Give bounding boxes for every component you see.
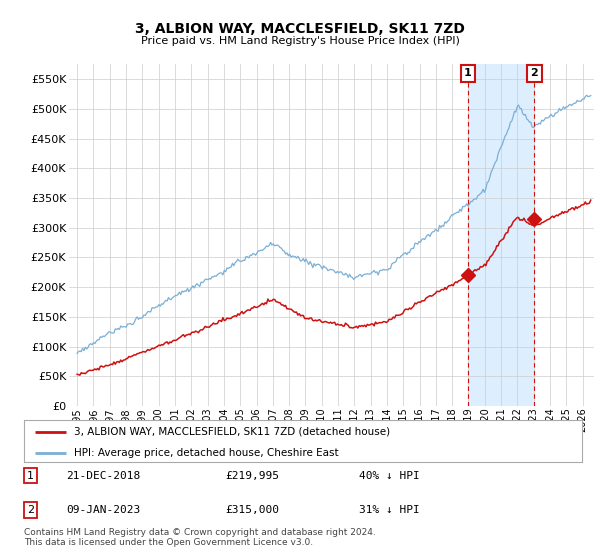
- Text: 2: 2: [27, 505, 34, 515]
- Text: Price paid vs. HM Land Registry's House Price Index (HPI): Price paid vs. HM Land Registry's House …: [140, 36, 460, 46]
- Text: 3, ALBION WAY, MACCLESFIELD, SK11 7ZD: 3, ALBION WAY, MACCLESFIELD, SK11 7ZD: [135, 22, 465, 36]
- Text: 21-DEC-2018: 21-DEC-2018: [66, 470, 140, 480]
- Text: 31% ↓ HPI: 31% ↓ HPI: [359, 505, 419, 515]
- Text: £315,000: £315,000: [225, 505, 279, 515]
- Text: 1: 1: [464, 68, 472, 78]
- Text: HPI: Average price, detached house, Cheshire East: HPI: Average price, detached house, Ches…: [74, 448, 339, 458]
- Text: Contains HM Land Registry data © Crown copyright and database right 2024.
This d: Contains HM Land Registry data © Crown c…: [24, 528, 376, 547]
- Text: £219,995: £219,995: [225, 470, 279, 480]
- Text: 1: 1: [27, 470, 34, 480]
- Text: 09-JAN-2023: 09-JAN-2023: [66, 505, 140, 515]
- Bar: [468, 64, 535, 406]
- Text: 3, ALBION WAY, MACCLESFIELD, SK11 7ZD (detached house): 3, ALBION WAY, MACCLESFIELD, SK11 7ZD (d…: [74, 427, 391, 437]
- Text: 2: 2: [530, 68, 538, 78]
- Text: 40% ↓ HPI: 40% ↓ HPI: [359, 470, 419, 480]
